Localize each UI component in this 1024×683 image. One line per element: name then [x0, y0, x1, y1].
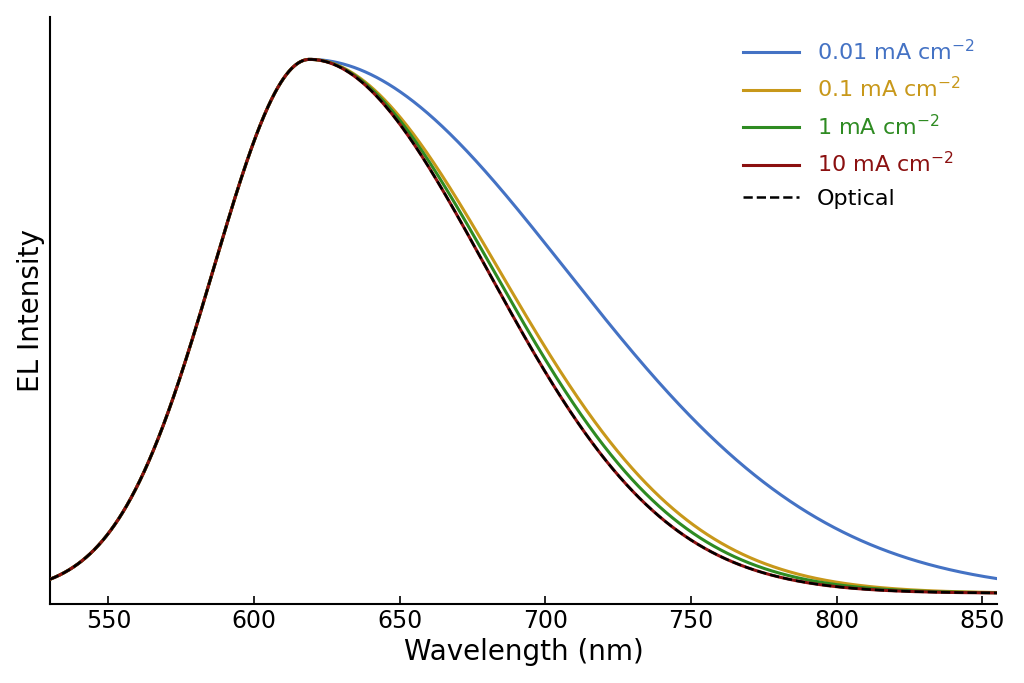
- X-axis label: Wavelength (nm): Wavelength (nm): [403, 639, 643, 667]
- Y-axis label: EL Intensity: EL Intensity: [16, 229, 45, 392]
- Legend: 0.01 mA cm$^{-2}$, 0.1 mA cm$^{-2}$, 1 mA cm$^{-2}$, 10 mA cm$^{-2}$, Optical: 0.01 mA cm$^{-2}$, 0.1 mA cm$^{-2}$, 1 m…: [732, 28, 986, 220]
